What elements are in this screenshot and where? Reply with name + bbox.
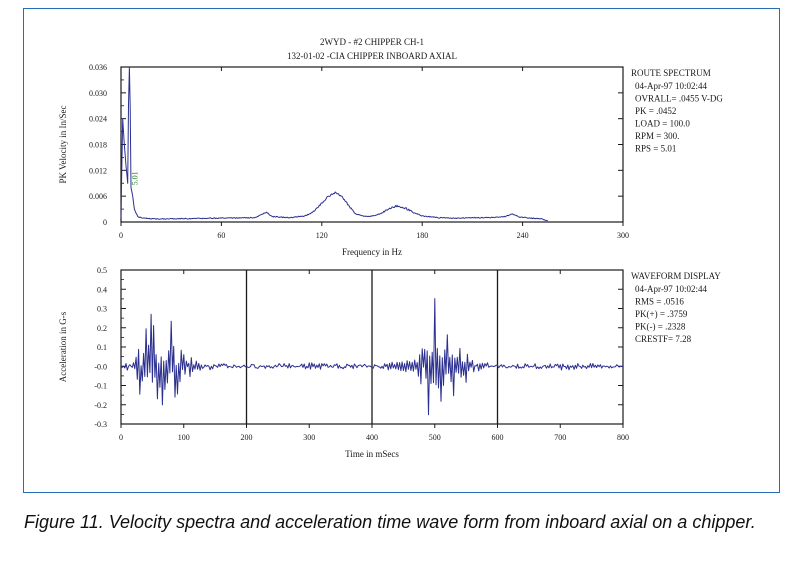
spectrum-x-tick-label: 60 xyxy=(217,231,225,240)
spectrum-x-axis-label: Frequency in Hz xyxy=(342,247,402,257)
waveform-x-tick-label: 0 xyxy=(119,433,123,442)
waveform-y-tick-label: 0.2 xyxy=(97,324,107,333)
waveform-info-header: WAVEFORM DISPLAY xyxy=(631,271,721,281)
spectrum-trace xyxy=(120,66,548,222)
spectrum-subtitle: 132-01-02 -CIA CHIPPER INBOARD AXIAL xyxy=(287,51,457,61)
spectrum-x-tick-label: 0 xyxy=(119,231,123,240)
waveform-y-tick-label: 0.1 xyxy=(97,343,107,352)
spectrum-peak-label: 5.01 xyxy=(130,171,139,185)
waveform-trace xyxy=(120,298,624,416)
spectrum-title: 2WYD - #2 CHIPPER CH-1 xyxy=(320,37,424,47)
waveform-y-tick-label: -0.3 xyxy=(94,420,107,429)
spectrum-y-tick-label: 0.024 xyxy=(89,115,107,124)
waveform-x-tick-label: 100 xyxy=(178,433,190,442)
spectrum-plot-frame xyxy=(120,66,624,223)
spectrum-x-tick-label: 180 xyxy=(416,231,428,240)
waveform-y-tick-label: -0.0 xyxy=(94,362,107,371)
spectrum-info-line: RPS = 5.01 xyxy=(635,144,676,154)
waveform-y-tick-label: 0.3 xyxy=(97,305,107,314)
chart-canvas: 2WYD - #2 CHIPPER CH-1 132-01-02 -CIA CHI… xyxy=(58,37,723,459)
spectrum-x-tick-label: 120 xyxy=(316,231,328,240)
waveform-x-tick-label: 800 xyxy=(617,433,629,442)
figure-frame: 2WYD - #2 CHIPPER CH-1 132-01-02 -CIA CHI… xyxy=(23,8,780,493)
spectrum-y-tick-label: 0 xyxy=(103,218,107,227)
waveform-y-tick-label: -0.1 xyxy=(94,382,107,391)
spectrum-y-tick-label: 0.030 xyxy=(89,89,107,98)
spectrum-info-line: LOAD = 100.0 xyxy=(635,119,690,129)
waveform-x-tick-label: 200 xyxy=(241,433,253,442)
waveform-info-line: CRESTF= 7.28 xyxy=(635,334,692,344)
spectrum-info-line: OVRALL= .0455 V-DG xyxy=(635,94,723,104)
spectrum-info-line: PK = .0452 xyxy=(635,106,676,116)
spectrum-y-tick-label: 0.036 xyxy=(89,63,107,72)
spectrum-y-tick-label: 0.006 xyxy=(89,192,107,201)
waveform-info-line: 04-Apr-97 10:02:44 xyxy=(635,284,708,294)
waveform-y-tick-label: 0.5 xyxy=(97,266,107,275)
spectrum-x-tick-label: 300 xyxy=(617,231,629,240)
waveform-x-tick-label: 600 xyxy=(492,433,504,442)
spectrum-info-line: 04-Apr-97 10:02:44 xyxy=(635,81,708,91)
waveform-x-tick-label: 400 xyxy=(366,433,378,442)
spectrum-info-line: RPM = 300. xyxy=(635,131,679,141)
spectrum-info-header: ROUTE SPECTRUM xyxy=(631,68,711,78)
figure-caption: Figure 11. Velocity spectra and accelera… xyxy=(24,512,756,532)
spectrum-x-tick-label: 240 xyxy=(517,231,529,240)
waveform-y-tick-label: -0.2 xyxy=(94,401,107,410)
waveform-x-tick-label: 500 xyxy=(429,433,441,442)
waveform-info-line: PK(+) = .3759 xyxy=(635,309,688,319)
spectrum-y-axis-label: PK Velocity in In/Sec xyxy=(58,105,68,183)
waveform-x-axis-label: Time in mSecs xyxy=(345,449,399,459)
waveform-x-tick-label: 700 xyxy=(554,433,566,442)
waveform-y-tick-label: 0.4 xyxy=(97,285,107,294)
waveform-x-tick-label: 300 xyxy=(303,433,315,442)
spectrum-y-tick-label: 0.012 xyxy=(89,166,107,175)
waveform-y-axis-label: Acceleration in G-s xyxy=(58,311,68,382)
waveform-info-line: RMS = .0516 xyxy=(635,297,684,307)
waveform-info-line: PK(-) = .2328 xyxy=(635,322,686,332)
spectrum-y-tick-label: 0.018 xyxy=(89,141,107,150)
